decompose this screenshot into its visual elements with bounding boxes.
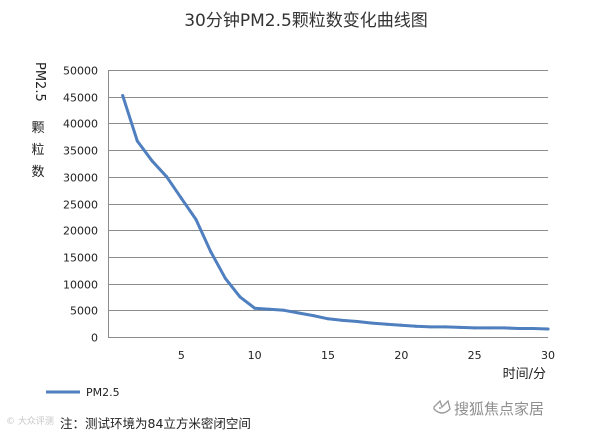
x-axis-title: 时间/分 [503, 367, 546, 382]
x-tick-label-5: 5 [178, 349, 185, 362]
data-point-27 [502, 326, 506, 330]
data-point-14 [311, 314, 315, 318]
axes [108, 70, 548, 338]
sohu-fox-icon [433, 399, 451, 414]
y-tick-label-25000: 25000 [63, 199, 98, 212]
data-point-18 [370, 321, 374, 325]
data-point-16 [341, 318, 345, 322]
data-point-30 [546, 327, 550, 331]
x-tick-labels: 5 10 15 20 25 30 [178, 349, 555, 362]
y-tick-label-40000: 40000 [63, 118, 98, 131]
data-point-2 [135, 139, 139, 143]
y-axis-title-char-0: 颗 [31, 121, 44, 136]
data-point-3 [150, 159, 154, 163]
chart-title: 30分钟PM2.5颗粒数变化曲线图 [184, 11, 428, 31]
watermark-left: © 大众评测 [6, 415, 54, 427]
y-tick-label-15000: 15000 [63, 252, 98, 265]
y-axis-title-latin: PM2.5 [32, 62, 47, 102]
x-tick-label-30: 30 [541, 349, 555, 362]
data-point-8 [223, 276, 227, 280]
watermark-right: 搜狐焦点家居 [433, 399, 544, 418]
data-point-19 [385, 322, 389, 326]
y-tick-label-5000: 5000 [70, 305, 98, 318]
data-point-17 [355, 320, 359, 323]
grid-lines [108, 70, 548, 311]
data-point-20 [399, 323, 403, 327]
y-tick-label-30000: 30000 [63, 172, 98, 185]
y-axis-title: PM2.5 颗粒数 [31, 62, 47, 180]
test-note: 注：测试环境为84立方米密闭空间 [60, 416, 251, 431]
legend-label-pm25: PM2.5 [86, 386, 120, 399]
data-point-6 [194, 218, 198, 221]
legend: PM2.5 [46, 386, 120, 399]
data-point-1 [121, 94, 125, 98]
data-point-9 [238, 295, 242, 299]
x-tick-label-15: 15 [321, 349, 335, 362]
data-point-10 [253, 306, 257, 310]
data-point-5 [179, 196, 183, 200]
data-point-21 [414, 324, 418, 328]
data-point-28 [517, 327, 521, 330]
data-point-29 [531, 327, 535, 330]
data-point-12 [282, 308, 286, 312]
data-point-11 [267, 307, 271, 311]
data-point-24 [458, 325, 462, 329]
x-tick-label-20: 20 [394, 349, 408, 362]
y-tick-label-0: 0 [91, 332, 98, 345]
y-tick-label-50000: 50000 [63, 65, 98, 78]
series-line-pm25 [121, 94, 550, 331]
data-point-23 [443, 325, 447, 329]
watermark-right-text: 搜狐焦点家居 [454, 400, 544, 418]
x-tick-label-10: 10 [248, 349, 262, 362]
y-tick-label-35000: 35000 [63, 145, 98, 158]
y-axis-title-char-1: 粒 [31, 143, 44, 158]
y-tick-label-10000: 10000 [63, 279, 98, 292]
data-point-26 [487, 326, 491, 330]
data-point-7 [209, 250, 213, 254]
y-tick-labels: 0 5000 10000 15000 20000 25000 30000 35000 40000… [63, 65, 98, 345]
y-axis-title-char-2: 数 [31, 165, 44, 180]
data-point-13 [297, 311, 301, 315]
data-point-25 [473, 326, 477, 330]
y-tick-label-45000: 45000 [63, 92, 98, 105]
y-tick-label-20000: 20000 [63, 225, 98, 238]
x-tick-label-25: 25 [468, 349, 482, 362]
data-point-22 [429, 325, 433, 329]
series-layer [121, 94, 550, 331]
data-point-15 [326, 317, 330, 321]
data-point-4 [165, 175, 169, 179]
